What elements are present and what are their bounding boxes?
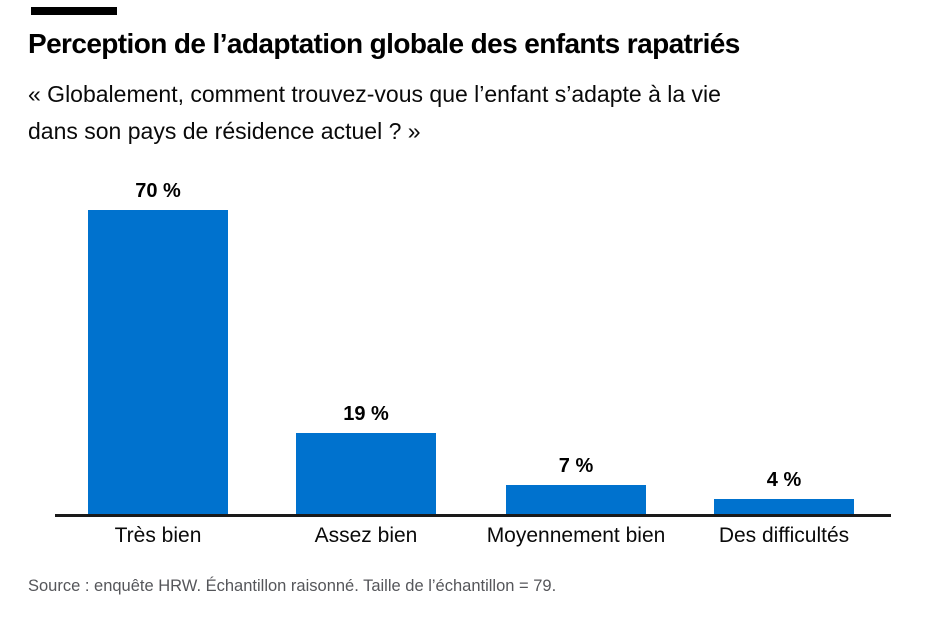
chart-subtitle: « Globalement, comment trouvez-vous que …: [28, 76, 908, 150]
bar-value-label: 4 %: [766, 469, 802, 491]
bar: [506, 485, 646, 516]
chart-subtitle-line-2: dans son pays de résidence actuel ? »: [28, 118, 421, 144]
source-note: Source : enquête HRW. Échantillon raison…: [28, 577, 557, 595]
chart-title: Perception de l’adaptation globale des e…: [28, 28, 740, 59]
bar-value-label: 7 %: [558, 455, 594, 477]
bar-category-label: Moyennement bien: [486, 524, 666, 547]
bar-value-label: 19 %: [343, 403, 389, 425]
bar-category-label: Assez bien: [314, 524, 418, 547]
title-accent-rule: [31, 7, 117, 15]
bar: [714, 499, 854, 516]
bar-category-label: Des difficultés: [718, 524, 850, 547]
chart-subtitle-line-1: « Globalement, comment trouvez-vous que …: [28, 81, 721, 107]
bar-category-label: Très bien: [114, 524, 202, 547]
bar: [296, 433, 436, 516]
bar-value-label: 70 %: [135, 180, 181, 202]
bar: [88, 210, 228, 516]
x-axis-line: [55, 514, 891, 517]
